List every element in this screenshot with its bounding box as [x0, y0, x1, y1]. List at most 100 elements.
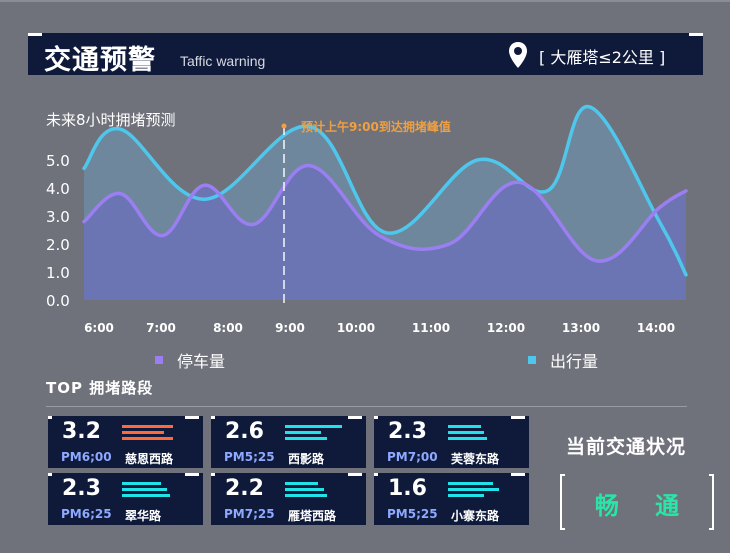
corner-mark	[348, 473, 362, 476]
location-filter[interactable]: [ 大雁塔≤2公里 ]	[539, 48, 666, 67]
road-card[interactable]: 1.6 PM5;25 小寨东路	[374, 473, 529, 525]
congestion-index: 1.6	[388, 476, 427, 501]
peak-marker-dot	[281, 123, 287, 129]
congestion-bar	[122, 488, 167, 491]
congestion-bars	[448, 482, 499, 500]
divider	[46, 406, 687, 407]
congestion-index: 2.3	[388, 419, 427, 444]
peak-annotation: 预计上午9:00到达拥堵峰值	[301, 119, 451, 134]
x-tick-label: 7:00	[146, 321, 176, 335]
series-line-travel	[82, 105, 688, 277]
road-time: PM6;00	[61, 450, 112, 464]
legend-swatch	[155, 356, 163, 364]
congestion-bars	[448, 425, 487, 443]
congestion-forecast-chart: 5.0 4.0 3.0 2.0 1.0 0.0 6:00 7:00 8:00 9:00 10:00 1…	[46, 105, 688, 335]
x-tick-label: 8:00	[213, 321, 243, 335]
corner-mark	[211, 416, 215, 419]
congestion-index: 2.6	[225, 419, 264, 444]
x-tick-label: 11:00	[412, 321, 450, 335]
corner-mark	[48, 473, 52, 476]
congestion-bars	[122, 425, 173, 443]
congestion-bar	[448, 431, 484, 434]
bracket-left	[560, 474, 565, 530]
road-name: 小寨东路	[451, 509, 500, 523]
corner-mark	[185, 473, 199, 476]
road-card[interactable]: 2.6 PM5;25 西影路	[211, 416, 366, 468]
area-parking	[84, 165, 686, 300]
road-time: PM7;00	[387, 450, 438, 464]
x-tick-label: 12:00	[487, 321, 525, 335]
y-tick-label: 4.0	[46, 180, 70, 198]
corner-mark	[374, 416, 378, 419]
corner-mark	[211, 473, 215, 476]
road-time: PM6;25	[61, 507, 112, 521]
x-tick-label: 6:00	[84, 321, 114, 335]
y-tick-label: 2.0	[46, 236, 70, 254]
road-card[interactable]: 2.3 PM7;00 芙蓉东路	[374, 416, 529, 468]
corner-mark	[348, 416, 362, 419]
road-name: 芙蓉东路	[451, 452, 500, 466]
congestion-bars	[285, 482, 327, 500]
congestion-bar	[448, 482, 493, 485]
corner-mark	[689, 33, 703, 36]
corner-mark	[374, 473, 378, 476]
series-line-parking	[82, 163, 688, 263]
congestion-bar	[448, 425, 481, 428]
congestion-bar	[122, 431, 164, 434]
congestion-bar	[285, 482, 318, 485]
legend-label: 出行量	[550, 352, 599, 371]
page-subtitle: Taffic warning	[180, 53, 266, 69]
congestion-bar	[122, 425, 173, 428]
road-name: 慈恩西路	[125, 452, 174, 466]
page-title: 交通预警	[44, 45, 156, 76]
congestion-bar	[285, 494, 327, 497]
congestion-index: 3.2	[62, 419, 101, 444]
corner-mark	[185, 416, 199, 419]
bracket-right	[709, 474, 714, 530]
corner-mark	[28, 33, 42, 36]
congestion-bar	[285, 488, 324, 491]
top-border	[0, 0, 730, 2]
legend-swatch	[528, 356, 536, 364]
road-time: PM5;25	[224, 450, 275, 464]
road-card[interactable]: 3.2 PM6;00 慈恩西路	[48, 416, 203, 468]
x-tick-label: 13:00	[562, 321, 600, 335]
legend-item-parking[interactable]: 停车量	[155, 348, 225, 372]
road-name: 西影路	[288, 452, 325, 466]
road-time: PM5;25	[387, 507, 438, 521]
y-tick-label: 1.0	[46, 264, 70, 282]
top-roads-title: TOP 拥堵路段	[46, 379, 154, 397]
road-time: PM7;25	[224, 507, 275, 521]
congestion-bar	[285, 431, 321, 434]
y-tick-label: 5.0	[46, 152, 70, 170]
congestion-bars	[285, 425, 342, 443]
corner-mark	[511, 473, 525, 476]
corner-mark	[48, 416, 52, 419]
legend-item-travel[interactable]: 出行量	[528, 348, 598, 372]
x-tick-label: 9:00	[275, 321, 305, 335]
chart-title: 未来8小时拥堵预测	[46, 111, 176, 129]
road-card[interactable]: 2.2 PM7;25 雁塔西路	[211, 473, 366, 525]
corner-mark	[511, 416, 525, 419]
x-tick-label: 14:00	[637, 321, 675, 335]
status-value: 畅 通	[594, 492, 694, 520]
congestion-bar	[448, 494, 484, 497]
congestion-bar	[285, 437, 327, 440]
road-card[interactable]: 2.3 PM6;25 翠华路	[48, 473, 203, 525]
y-tick-label: 0.0	[46, 292, 70, 310]
legend-label: 停车量	[177, 352, 226, 371]
congestion-bar	[448, 437, 487, 440]
congestion-bar	[122, 494, 170, 497]
y-tick-label: 3.0	[46, 208, 70, 226]
congestion-bars	[122, 482, 170, 500]
map-pin-icon	[509, 42, 527, 68]
congestion-bar	[122, 482, 161, 485]
road-name: 雁塔西路	[288, 509, 337, 523]
congestion-bar	[448, 488, 499, 491]
header-bar: 交通预警 Taffic warning [ 大雁塔≤2公里 ]	[28, 33, 703, 76]
x-tick-label: 10:00	[337, 321, 375, 335]
congestion-bar	[285, 425, 342, 428]
congestion-index: 2.2	[225, 476, 264, 501]
road-name: 翠华路	[125, 509, 162, 523]
status-box: 畅 通	[560, 474, 714, 530]
